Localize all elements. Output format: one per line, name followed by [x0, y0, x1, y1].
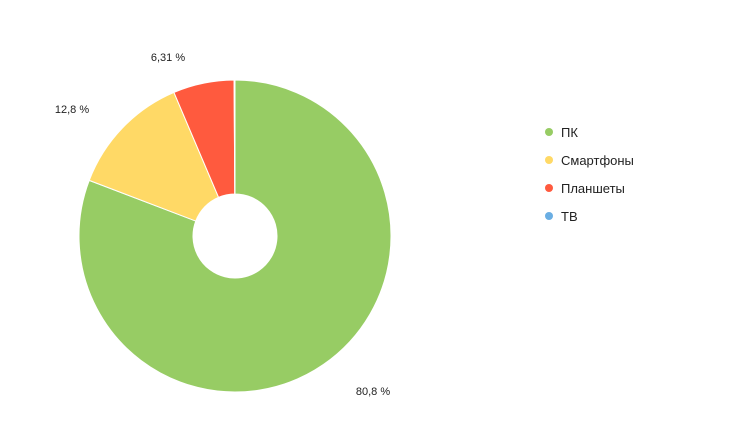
donut-slice-1[interactable]	[78, 79, 392, 393]
legend-label: Планшеты	[561, 180, 625, 196]
slice-value-label: 6,31 %	[151, 52, 185, 64]
legend-label: ТВ	[561, 208, 578, 224]
legend-dot-icon	[545, 184, 553, 192]
legend-item-tv[interactable]: ТВ	[545, 202, 634, 230]
legend-label: Смартфоны	[561, 152, 634, 168]
legend-item-pc[interactable]: ПК	[545, 118, 634, 146]
legend-item-smartphones[interactable]: Смартфоны	[545, 146, 634, 174]
chart-legend: ПК Смартфоны Планшеты ТВ	[545, 118, 634, 230]
legend-item-tablets[interactable]: Планшеты	[545, 174, 634, 202]
donut-slices	[78, 79, 392, 393]
slice-labels: 80,8 % 12,8 % 6,31 %	[55, 52, 390, 398]
legend-dot-icon	[545, 212, 553, 220]
legend-dot-icon	[545, 128, 553, 136]
legend-dot-icon	[545, 156, 553, 164]
legend-label: ПК	[561, 124, 578, 140]
donut-slice-2[interactable]	[88, 91, 220, 222]
slice-value-label: 12,8 %	[55, 104, 89, 116]
slice-value-label: 80,8 %	[356, 386, 390, 398]
donut-slice-4[interactable]	[233, 79, 236, 195]
